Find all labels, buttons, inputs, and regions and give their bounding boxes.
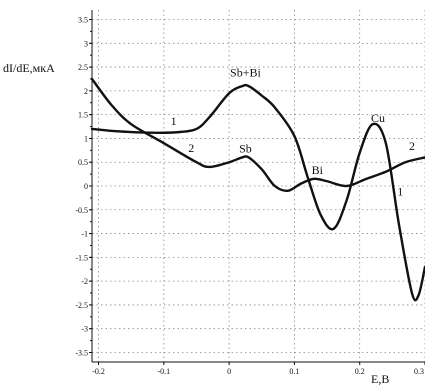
annotation-label: 1 xyxy=(171,114,177,128)
ticks: 3.5 3 2.5 2 1.5 1 0.5 0 -0.5 -1 -1.5 -2 -2.5 -3 -3.5 -0… xyxy=(75,16,425,376)
annotation-label: Sb xyxy=(239,142,252,156)
y-tick-label: 1 xyxy=(84,134,88,143)
y-tick-label: -2 xyxy=(81,277,88,286)
y-tick-label: -1.5 xyxy=(75,253,88,262)
y-tick-label: 0 xyxy=(84,182,88,191)
annotation-label: 1 xyxy=(397,185,403,199)
y-axis-label: dI/dE,мкА xyxy=(3,61,55,75)
y-tick-label: -0.5 xyxy=(75,206,88,215)
y-tick-label: 1.5 xyxy=(78,111,88,120)
x-axis-label: E,B xyxy=(371,372,389,386)
x-tick-label: -0.2 xyxy=(92,367,105,376)
series xyxy=(90,77,425,302)
annotation-label: 2 xyxy=(409,139,415,153)
y-tick-label: 2.5 xyxy=(78,63,88,72)
y-tick-label: 2 xyxy=(84,87,88,96)
grid xyxy=(92,10,425,362)
y-tick-label: -3.5 xyxy=(75,348,88,357)
x-tick-label: 0.3 xyxy=(414,367,424,376)
annotation-label: Bi xyxy=(312,163,324,177)
y-tick-label: 3 xyxy=(84,39,88,48)
y-tick-label: 3.5 xyxy=(78,16,88,25)
x-tick-label: 0 xyxy=(227,367,231,376)
x-tick-label: 0.2 xyxy=(355,367,365,376)
annotation-label: 2 xyxy=(188,141,194,155)
y-tick-label: -3 xyxy=(81,325,88,334)
x-tick-label: 0.1 xyxy=(289,367,299,376)
series-1-line xyxy=(90,83,425,302)
x-tick-label: -0.1 xyxy=(157,367,170,376)
y-tick-label: -2.5 xyxy=(75,301,88,310)
series-2-line xyxy=(90,77,425,193)
y-tick-label: 0.5 xyxy=(78,158,88,167)
annotation-label: Sb+Bi xyxy=(230,66,261,80)
annotation-label: Cu xyxy=(371,111,385,125)
y-tick-label: -1 xyxy=(81,230,88,239)
